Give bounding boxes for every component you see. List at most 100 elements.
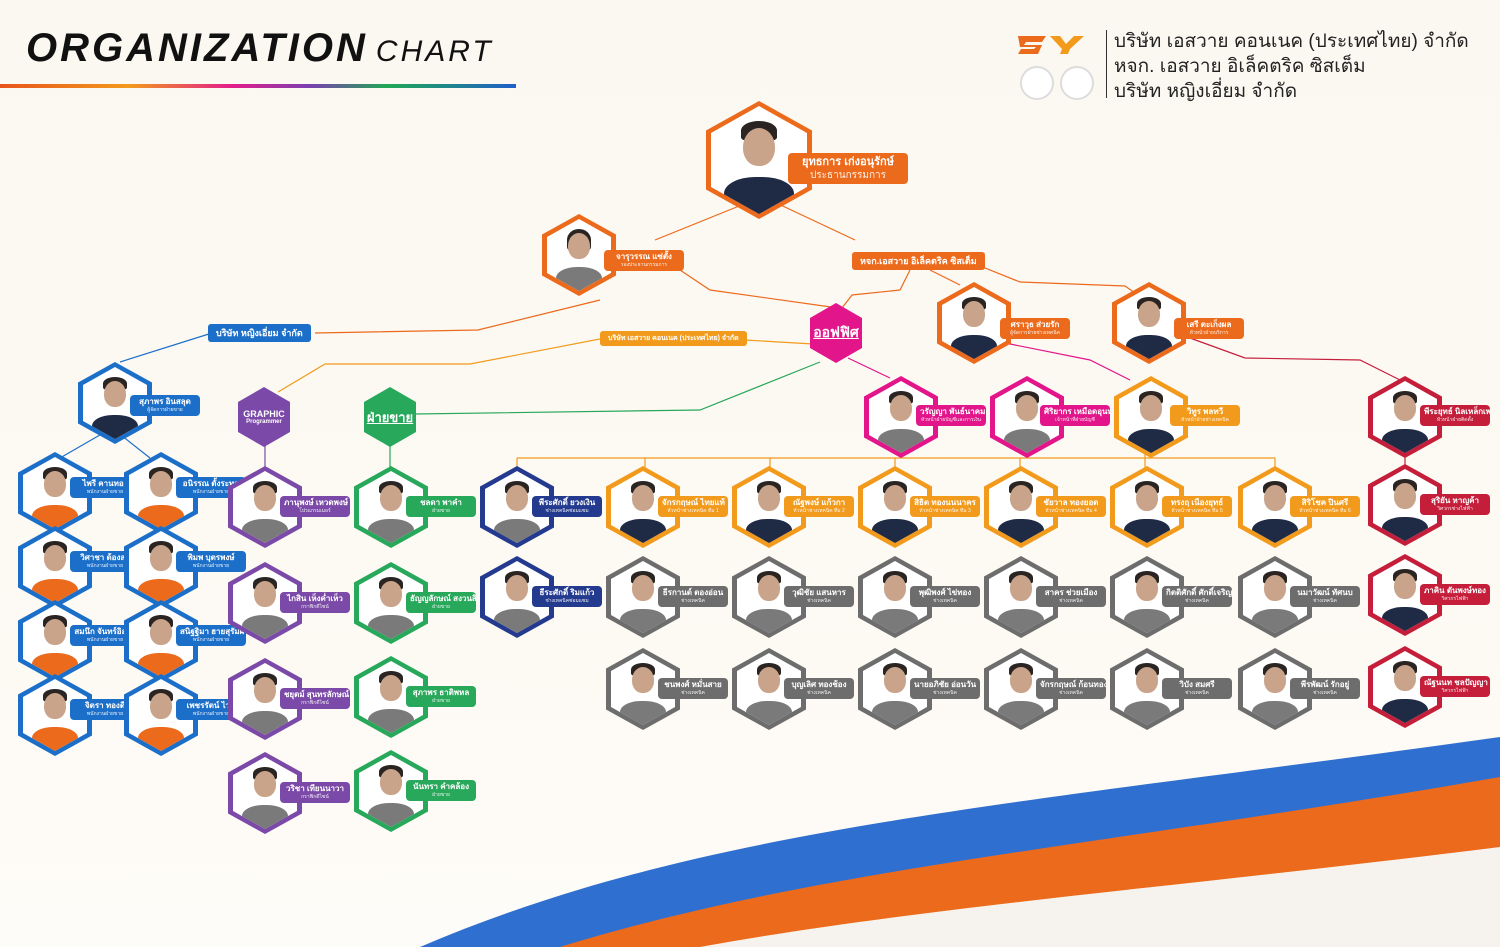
role-ying_head: ผู้จัดการฝ่ายขาย xyxy=(147,407,183,413)
role-a4: ช่างเทคนิค xyxy=(1059,598,1083,604)
role-s4: ฝ่ายขาย xyxy=(432,792,450,798)
node-vp[interactable] xyxy=(542,214,616,296)
role-s2: ฝ่ายขาย xyxy=(432,604,450,610)
label-g2: ไกสิน เห็งค่ำเห็ว กราฟิกดีไซน์ xyxy=(280,592,350,613)
label-o1: วรัญญา พันธ์นาคม หัวหน้าฝ่ายบัญชีและการเง… xyxy=(916,405,986,426)
connect-logo-icon xyxy=(1060,66,1094,100)
name-y1: ไพรี คานทอง xyxy=(82,479,128,488)
label-o2: ศิริยากร เหมือดอุนทดเจ้าหน้าที่ฝ่ายบัญชี xyxy=(1040,405,1110,426)
node-n1[interactable] xyxy=(480,466,554,548)
branch-ying: บริษัท หญิงเอี่ยม จำกัด xyxy=(208,324,311,342)
node-a3[interactable] xyxy=(858,556,932,638)
name-t2: ณัฐพงษ์ แก้วกา xyxy=(792,498,846,507)
role-t1: หัวหน้าช่างเทคนิค ทีม 1 xyxy=(667,508,719,514)
sy-logo-mark xyxy=(1018,36,1084,54)
role-t4: หัวหน้าช่างเทคนิค ทีม 4 xyxy=(1045,508,1097,514)
label-a6: นมาวัฒน์ ทัศนบ ช่างเทคนิค xyxy=(1290,586,1360,607)
label-b4: จักรกฤษณ์ ก้อนทองมาช่างเทคนิค xyxy=(1036,678,1106,699)
role-y8: พนักงานฝ่ายขาย xyxy=(192,711,230,717)
name-y5: สมนึก จันทร์อิสรกี xyxy=(74,627,136,636)
role-e2: หัวหน้าฝ่ายบริการ xyxy=(1189,330,1229,336)
label-a3: พุฒิพงศ์ ไข่ทอง ช่างเทคนิค xyxy=(910,586,980,607)
label-y1: ไพรี คานทอง พนักงานฝ่ายขาย xyxy=(70,477,140,498)
name-o1: วรัญญา พันธ์นาคม xyxy=(920,407,986,416)
label-n2: ธีระศักดิ์ ริมแก้ว ช่างเทคนิคซ่อมแซม xyxy=(532,586,602,607)
role-y6: พนักงานฝ่ายขาย xyxy=(192,637,230,643)
name-y4: พิมพ บุตรพงษ์ xyxy=(187,553,235,562)
name-g3: ชยุตม์ สุนทรลักษณ์ xyxy=(284,690,350,699)
dept-graphic-label: GRAPHIC xyxy=(243,409,285,419)
title-sub: CHART xyxy=(375,35,494,68)
label-t5: ทรงฤ เนืองยุทธ์ หัวหน้าช่างเทคนิค ทีม 5 xyxy=(1162,496,1232,517)
name-b3: นายอภิชัย อ่อนวัน xyxy=(914,680,977,689)
node-o3[interactable] xyxy=(1114,376,1188,458)
company-name-1: บริษัท เอสวาย คอนเนค (ประเทศไทย) จำกัด xyxy=(1114,31,1469,52)
node-a5[interactable] xyxy=(1110,556,1184,638)
role-t6: หัวหน้าช่างเทคนิค ทีม 6 xyxy=(1299,508,1351,514)
title-main: ORGANIZATION xyxy=(26,26,368,70)
node-e1[interactable] xyxy=(937,282,1011,364)
name-b1: ชนพงศ์ หมั่นสาย xyxy=(664,680,722,689)
name-s4: นันทรา คำคล้อง xyxy=(412,782,470,791)
name-o3: วิทูร พลทวี xyxy=(1186,407,1224,416)
node-e2[interactable] xyxy=(1112,282,1186,364)
name-e1: ศราวุธ ส่วยรัก xyxy=(1010,320,1060,329)
name-b2: บุญเลิศ ทองช้อง xyxy=(791,680,847,689)
name-g4: วริชา เทียนนาวา xyxy=(285,784,345,793)
name-b6: พีรพัฒน์ รักอยู่ xyxy=(1300,680,1350,689)
name-a6: นมาวัฒน์ ทัศนบ xyxy=(1297,588,1353,597)
label-o3: วิทูร พลทวี หัวหน้าฝ่ายช่างเทคนิค xyxy=(1170,405,1240,426)
role-r1: หัวหน้าฝ่ายติดตั้ง xyxy=(1436,417,1474,423)
name-y2: อนิรรณ ตั้งระทูล xyxy=(182,479,240,488)
role-a1: ช่างเทคนิค xyxy=(681,598,705,604)
role-n1: ช่างเทคนิคซ่อมแซม xyxy=(545,508,589,514)
name-ceo: ยุทธการ เก่งอนุรักษ์ xyxy=(802,156,894,168)
role-y3: พนักงานฝ่ายขาย xyxy=(86,563,124,569)
role-b1: ช่างเทคนิค xyxy=(681,690,705,696)
name-r4: ณัฐนนท ชลปัญญา xyxy=(1424,678,1488,687)
label-y5: สมนึก จันทร์อิสรกี พนักงานฝ่ายขาย xyxy=(70,625,140,646)
role-e1: ผู้จัดการฝ่ายช่างเทคนิค xyxy=(1009,330,1061,336)
role-b3: ช่างเทคนิค xyxy=(933,690,957,696)
name-a3: พุฒิพงศ์ ไข่ทอง xyxy=(918,588,972,597)
dept-office-label: ออฟฟิศ xyxy=(813,324,859,340)
name-r1: พีระยุทธ์ นิลเหล็กเพชร xyxy=(1424,407,1490,416)
photo-y8 xyxy=(129,679,193,751)
name-s1: ชลดา พาคำ xyxy=(420,498,462,507)
label-s1: ชลดา พาคำ ฝ่ายขาย xyxy=(406,496,476,517)
name-e2: เสรี ตะเก็งผล xyxy=(1186,320,1232,329)
role-ceo: ประธานกรรมการ xyxy=(809,170,887,181)
name-n1: พีระศักดิ์ ยวงเงิน xyxy=(538,498,596,507)
label-a5: กิตติศักดิ์ ศักดิ์เจริญพัฒกุลช่างเทคนิค xyxy=(1162,586,1232,607)
name-t3: สิธิต ทองนนนาคร xyxy=(914,498,976,507)
node-t4[interactable] xyxy=(984,466,1058,548)
label-t4: ชัยวาล ทองยอด หัวหน้าช่างเทคนิค ทีม 4 xyxy=(1036,496,1106,517)
name-r3: ภาคิน ตันพงษ์ทอง xyxy=(1424,586,1486,595)
node-a6[interactable] xyxy=(1238,556,1312,638)
role-s1: ฝ่ายขาย xyxy=(432,508,450,514)
ying-logo-icon xyxy=(1020,66,1054,100)
label-e1: ศราวุธ ส่วยรัก ผู้จัดการฝ่ายช่างเทคนิค xyxy=(1000,318,1070,339)
label-t3: สิธิต ทองนนนาคร หัวหน้าช่างเทคนิค ทีม 3 xyxy=(910,496,980,517)
label-e2: เสรี ตะเก็งผล หัวหน้าฝ่ายบริการ xyxy=(1174,318,1244,339)
role-b4: ช่างเทคนิค xyxy=(1059,690,1083,696)
branch-electric: หจก.เอสวาย อิเล็คตริค ซิสเต็ม xyxy=(852,252,985,270)
role-r2: วิศวกรช่างไฟฟ้า xyxy=(1437,506,1473,512)
label-b2: บุญเลิศ ทองช้อง ช่างเทคนิค xyxy=(784,678,854,699)
role-t5: หัวหน้าช่างเทคนิค ทีม 5 xyxy=(1171,508,1223,514)
node-y1[interactable] xyxy=(18,452,92,534)
role-y7: พนักงานฝ่ายขาย xyxy=(86,711,124,717)
name-s2: ธัญญลักษณ์ สงวนสิน xyxy=(410,594,476,603)
node-t5[interactable] xyxy=(1110,466,1184,548)
node-b6[interactable] xyxy=(1238,648,1312,730)
node-r2[interactable] xyxy=(1368,464,1442,546)
node-r3[interactable] xyxy=(1368,554,1442,636)
name-o2: ศิริยากร เหมือดอุนทด xyxy=(1044,407,1110,416)
label-t1: จักรกฤษณ์ ไทยแท้ หัวหน้าช่างเทคนิค ทีม 1 xyxy=(658,496,728,517)
role-n2: ช่างเทคนิคซ่อมแซม xyxy=(545,598,589,604)
name-t4: ชัยวาล ทองยอด xyxy=(1043,498,1099,507)
name-vp: จารุวรรณ แซ่ตั้ง xyxy=(616,252,672,261)
name-y3: วิศาชา ต้องสา xyxy=(80,553,130,562)
sy-logo xyxy=(1016,32,1096,102)
